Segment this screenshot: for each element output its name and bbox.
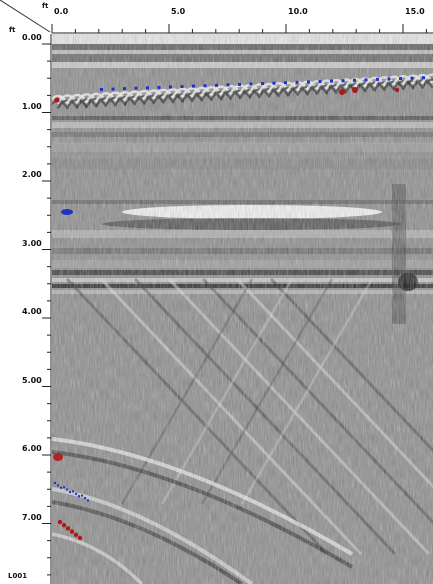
pick-marker <box>295 80 299 84</box>
pick-marker <box>169 85 172 89</box>
pick-marker <box>69 491 71 493</box>
pick-marker <box>53 453 63 461</box>
y-tick-label: 3.00 <box>22 238 42 248</box>
pick-marker <box>75 492 77 495</box>
pick-marker <box>261 82 264 86</box>
pick-marker <box>330 79 333 83</box>
pick-marker <box>73 532 79 537</box>
pick-marker <box>394 87 400 93</box>
pick-marker <box>339 89 345 95</box>
pick-marker <box>81 494 83 497</box>
pick-marker <box>272 81 276 85</box>
pick-marker <box>399 77 402 81</box>
x-axis <box>51 24 433 34</box>
pick-marker <box>57 484 59 487</box>
pick-marker <box>192 84 195 88</box>
pick-marker <box>352 87 358 93</box>
pick-marker <box>72 490 74 493</box>
y-tick-label: 6.00 <box>22 444 42 453</box>
pick-marker <box>422 76 425 80</box>
pick-marker <box>60 486 62 489</box>
pick-marker <box>146 86 149 90</box>
y-tick-label: 5.00 <box>22 375 42 385</box>
x-axis-unit: ft <box>42 2 49 10</box>
pick-marker <box>341 79 345 83</box>
pick-marker <box>123 87 126 91</box>
pick-marker <box>226 83 230 87</box>
pick-marker <box>61 209 73 215</box>
pick-marker <box>353 78 356 82</box>
x-tick-label: 15.0 <box>405 7 425 16</box>
y-axis <box>42 34 52 584</box>
axis-corner-diagonal <box>0 0 51 33</box>
pick-marker <box>61 523 67 528</box>
pick-marker <box>318 80 322 84</box>
pick-marker <box>87 499 89 502</box>
pick-marker <box>65 526 71 531</box>
pick-marker <box>57 519 63 525</box>
pick-marker <box>100 88 103 91</box>
pick-marker <box>307 80 310 84</box>
pick-marker <box>249 82 253 86</box>
pick-marker <box>84 497 86 499</box>
pick-marker <box>54 97 60 103</box>
pick-marker <box>77 535 83 541</box>
pick-marker <box>203 84 207 88</box>
x-tick-label: 0.0 <box>54 7 69 16</box>
scan-markers <box>53 76 425 541</box>
pick-marker <box>111 87 115 91</box>
pick-marker <box>387 77 391 81</box>
y-tick-label: 1.00 <box>22 101 42 111</box>
x-tick-label: 10.0 <box>288 7 308 16</box>
pick-marker <box>54 482 56 484</box>
radargram-image[interactable] <box>52 34 433 584</box>
pick-marker <box>376 77 379 81</box>
y-tick-label: 7.00 <box>22 512 42 522</box>
y-tick-label: 4.00 <box>22 307 42 316</box>
y-axis-unit: ft <box>9 26 16 34</box>
y-tick-label: 0.00 <box>22 33 42 42</box>
pick-marker <box>364 78 368 82</box>
pick-marker <box>284 81 287 85</box>
pick-marker <box>69 529 75 534</box>
pick-marker <box>180 85 184 89</box>
scan-file-label: L001 <box>8 572 28 580</box>
pick-marker <box>66 488 68 491</box>
pick-marker <box>215 83 218 87</box>
pick-marker <box>63 486 65 489</box>
pick-marker <box>134 86 138 90</box>
pick-marker <box>157 85 161 89</box>
y-tick-label: 2.00 <box>22 170 42 179</box>
pick-marker <box>410 76 414 80</box>
pick-marker <box>78 495 80 498</box>
pick-marker <box>238 82 241 86</box>
x-tick-label: 5.0 <box>171 7 186 16</box>
